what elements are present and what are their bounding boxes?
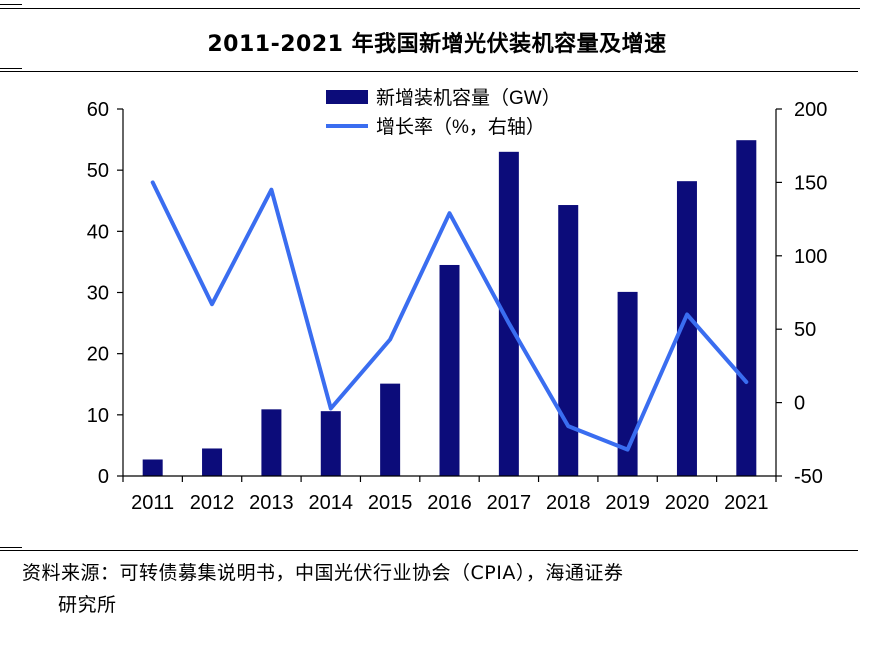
right-tick-label: 50 bbox=[794, 319, 816, 341]
bar-2012 bbox=[202, 448, 223, 476]
x-tick-label: 2021 bbox=[724, 492, 769, 514]
title-corner-rule bbox=[0, 68, 22, 69]
x-tick-label: 2018 bbox=[546, 492, 591, 514]
bar-2015 bbox=[380, 383, 401, 476]
top-rule bbox=[0, 8, 860, 9]
right-tick-label: 150 bbox=[794, 172, 827, 194]
bar-series bbox=[142, 140, 757, 477]
x-tick-label: 2014 bbox=[309, 492, 354, 514]
bar-2019 bbox=[617, 291, 638, 476]
bar-2021 bbox=[736, 140, 757, 476]
legend-bar-label: 新增装机容量（GW） bbox=[376, 87, 561, 109]
x-tick-label: 2012 bbox=[190, 492, 235, 514]
right-tick-label: 100 bbox=[794, 246, 827, 268]
x-tick-label: 2015 bbox=[368, 492, 413, 514]
bar-2013 bbox=[261, 409, 282, 476]
bar-2020 bbox=[676, 181, 697, 476]
top-corner-rule bbox=[0, 4, 22, 5]
bottom-corner-rule bbox=[0, 547, 22, 548]
x-tick-label: 2011 bbox=[131, 492, 174, 514]
axes: 0 10 20 30 40 50 60 -50 0 50 100 150 200 2011 2012 2013… bbox=[87, 99, 828, 514]
right-tick-label: -50 bbox=[794, 466, 823, 488]
growth-rate-line bbox=[150, 180, 749, 452]
x-tick-label: 2013 bbox=[249, 492, 294, 514]
bar-2016 bbox=[439, 264, 460, 476]
chart-area: 新增装机容量（GW） 增长率（%，右轴） 0 10 20 30 40 50 60 -50 0 50 1… bbox=[87, 87, 828, 514]
title-rule bbox=[0, 71, 858, 72]
legend-line-label: 增长率（%，右轴） bbox=[376, 116, 545, 138]
bar-2017 bbox=[498, 151, 519, 477]
legend: 新增装机容量（GW） 增长率（%，右轴） bbox=[326, 87, 561, 138]
chart-title: 2011-2021 年我国新增光伏装机容量及增速 bbox=[207, 32, 667, 57]
bar-2014 bbox=[320, 411, 341, 476]
right-tick-label: 0 bbox=[794, 393, 805, 415]
x-tick-label: 2016 bbox=[427, 492, 472, 514]
line-series bbox=[150, 180, 749, 452]
legend-bar-swatch bbox=[326, 90, 368, 104]
source-line-1: 资料来源：可转债募集说明书，中国光伏行业协会（CPIA），海通证券 bbox=[22, 562, 624, 584]
x-tick-label: 2019 bbox=[605, 492, 650, 514]
left-tick-label: 0 bbox=[98, 466, 109, 488]
bottom-rule bbox=[0, 550, 858, 551]
source-line-2: 研究所 bbox=[58, 594, 117, 616]
left-tick-label: 50 bbox=[87, 160, 109, 182]
x-tick-label: 2017 bbox=[487, 492, 532, 514]
left-tick-label: 60 bbox=[87, 99, 109, 121]
left-tick-label: 10 bbox=[87, 405, 109, 427]
x-tick-label: 2020 bbox=[665, 492, 710, 514]
bar-2011 bbox=[142, 459, 163, 476]
left-tick-label: 20 bbox=[87, 344, 109, 366]
bar-2018 bbox=[558, 205, 579, 476]
right-tick-label: 200 bbox=[794, 99, 827, 121]
left-tick-label: 40 bbox=[87, 221, 109, 243]
source-note: 资料来源：可转债募集说明书，中国光伏行业协会（CPIA），海通证券 研究所 bbox=[22, 557, 842, 621]
left-tick-label: 30 bbox=[87, 283, 109, 305]
